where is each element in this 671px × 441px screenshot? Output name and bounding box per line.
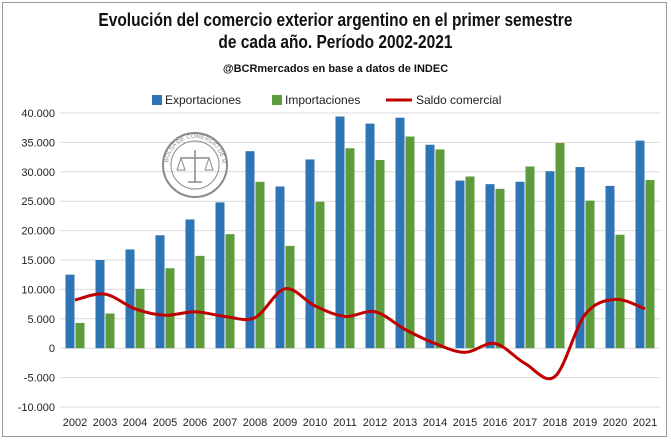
export-bar-2021 [635,140,645,349]
export-bar-2009 [275,186,285,349]
y-tick-label: 35.000 [21,137,55,149]
x-tick-label: 2004 [123,417,147,429]
x-tick-label: 2005 [153,417,177,429]
export-bar-2015 [455,180,465,349]
x-tick-label: 2009 [273,417,297,429]
import-bar-2006 [195,255,205,349]
import-bar-2004 [135,288,145,349]
export-bar-2019 [575,167,585,349]
chart-title-line-2: de cada año. Período 2002-2021 [218,32,453,52]
x-tick-label: 2018 [543,417,567,429]
import-bar-2010 [315,201,325,349]
x-tick-label: 2003 [93,417,117,429]
x-tick-label: 2002 [63,417,87,429]
x-tick-label: 2015 [453,417,477,429]
x-tick-label: 2012 [363,417,387,429]
y-tick-label: -10.000 [18,402,55,414]
legend-importaciones-label: Importaciones [285,93,360,107]
legend-importaciones-swatch [272,95,282,105]
grid-lines [60,112,660,408]
export-bar-2008 [245,151,255,349]
x-tick-label: 2019 [573,417,597,429]
chart-title: Evolución del comercio exterior argentin… [47,9,624,53]
export-bar-2003 [95,260,105,349]
x-tick-label: 2011 [333,417,357,429]
import-bar-2021 [645,180,655,349]
export-bar-2018 [545,171,555,349]
import-bar-2003 [105,313,115,349]
x-tick-label: 2010 [303,417,327,429]
x-tick-label: 2013 [393,417,417,429]
saldo-line [74,287,646,381]
x-tick-label: 2014 [423,417,447,429]
export-bar-2011 [335,116,345,349]
y-tick-label: 10.000 [21,284,55,296]
export-bar-2006 [185,219,195,349]
import-bar-2005 [165,268,175,349]
import-bar-2008 [255,181,265,349]
y-tick-label: 30.000 [21,167,55,179]
import-bar-2017 [525,166,535,349]
export-bar-2012 [365,123,375,349]
import-bar-2012 [375,160,385,349]
export-bar-2016 [485,184,495,349]
export-bar-2017 [515,181,525,349]
y-tick-label: -5.000 [24,373,55,385]
import-bar-2002 [75,322,85,349]
import-bar-2011 [345,148,355,349]
import-bar-2018 [555,142,565,349]
export-bar-2002 [65,274,75,349]
y-tick-label: 15.000 [21,255,55,267]
legend-saldo-comercial-label: Saldo comercial [416,93,501,107]
export-bar-2013 [395,117,405,349]
y-axis-labels: -10.000 -5.000 0 5.000 10.000 15.000 20.000 25.… [18,108,55,414]
legend-exportaciones-label: Exportaciones [165,93,241,107]
import-bar-2016 [495,188,505,349]
y-tick-label: 0 [49,343,55,355]
legend-exportaciones-swatch [152,95,162,105]
import-bar-2014 [435,149,445,349]
import-bar-2009 [285,245,295,349]
x-tick-label: 2016 [483,417,507,429]
y-tick-label: 40.000 [21,108,55,120]
chart-title-line-1: Evolución del comercio exterior argentin… [98,10,573,30]
import-bar-2013 [405,136,415,349]
x-tick-label: 2006 [183,417,207,429]
export-bar-2005 [155,235,165,349]
y-tick-label: 20.000 [21,226,55,238]
import-bar-2007 [225,234,235,349]
x-axis-labels: 2002 2003 2004 2005 2006 2007 2008 2009 2010 2011… [63,417,657,429]
x-tick-label: 2007 [213,417,237,429]
export-bar-2004 [125,249,135,349]
export-bar-2014 [425,144,435,349]
legend: Exportaciones Importaciones Saldo comercia… [152,93,501,107]
x-tick-label: 2008 [243,417,267,429]
bars [65,116,655,349]
x-tick-label: 2021 [633,417,657,429]
export-bar-2010 [305,159,315,349]
export-bar-2020 [605,185,615,349]
import-bar-2020 [615,234,625,349]
export-bar-2007 [215,202,225,349]
x-tick-label: 2020 [603,417,627,429]
import-bar-2019 [585,200,595,349]
y-tick-label: 25.000 [21,196,55,208]
import-bar-2015 [465,176,475,349]
saldo-comercial-line [74,287,646,381]
x-tick-label: 2017 [513,417,537,429]
chart-subtitle: @BCRmercados en base a datos de INDEC [222,63,449,75]
y-tick-label: 5.000 [27,314,55,326]
